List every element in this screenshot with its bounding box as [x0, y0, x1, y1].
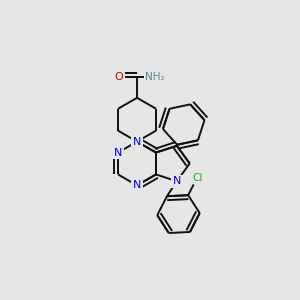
Text: O: O: [115, 72, 124, 82]
Text: NH₂: NH₂: [145, 72, 165, 82]
Text: N: N: [133, 180, 141, 190]
Text: Cl: Cl: [192, 173, 202, 183]
Text: N: N: [172, 176, 181, 186]
Text: N: N: [114, 148, 122, 158]
Text: N: N: [133, 136, 141, 147]
